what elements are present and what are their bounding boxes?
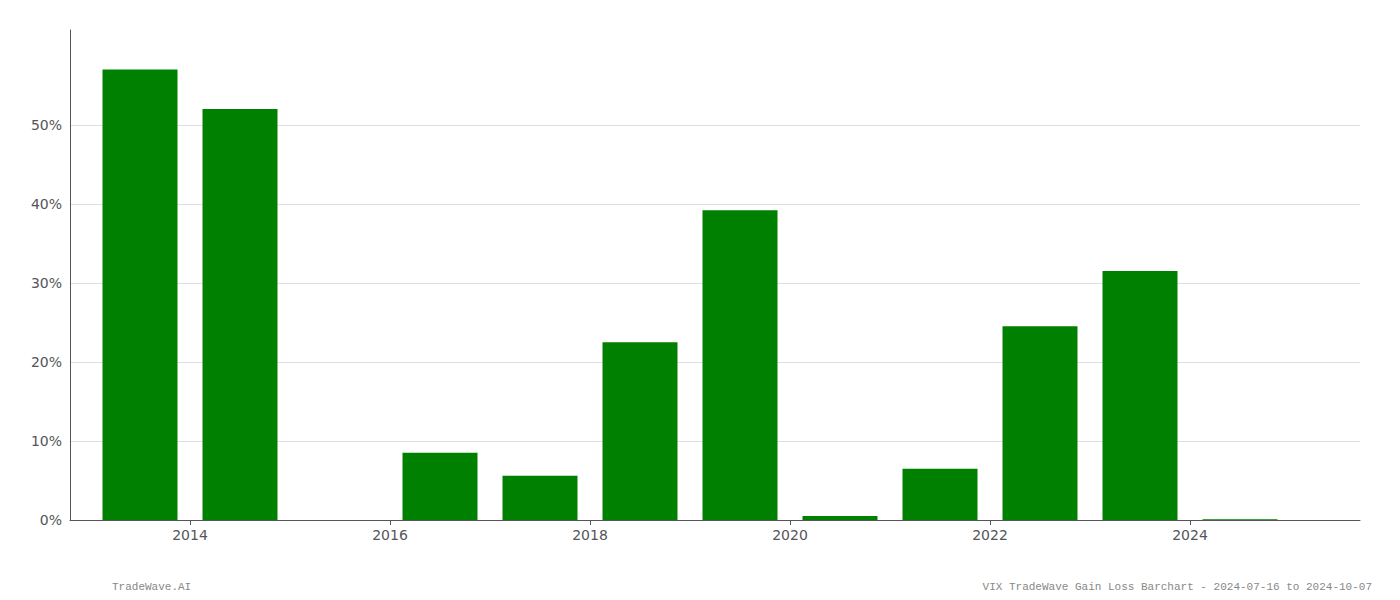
- svg-text:20%: 20%: [31, 354, 62, 370]
- svg-text:30%: 30%: [31, 275, 62, 291]
- svg-text:2022: 2022: [972, 527, 1008, 543]
- svg-text:50%: 50%: [31, 117, 62, 133]
- svg-text:40%: 40%: [31, 196, 62, 212]
- svg-text:2016: 2016: [372, 527, 408, 543]
- svg-text:2020: 2020: [772, 527, 808, 543]
- svg-text:2024: 2024: [1172, 527, 1208, 543]
- svg-text:10%: 10%: [31, 433, 62, 449]
- svg-text:TradeWave.AI: TradeWave.AI: [112, 581, 191, 593]
- svg-text:VIX TradeWave Gain Loss Barcha: VIX TradeWave Gain Loss Barchart - 2024-…: [983, 581, 1372, 593]
- svg-text:2014: 2014: [172, 527, 208, 543]
- svg-text:0%: 0%: [40, 512, 62, 528]
- svg-text:2018: 2018: [572, 527, 608, 543]
